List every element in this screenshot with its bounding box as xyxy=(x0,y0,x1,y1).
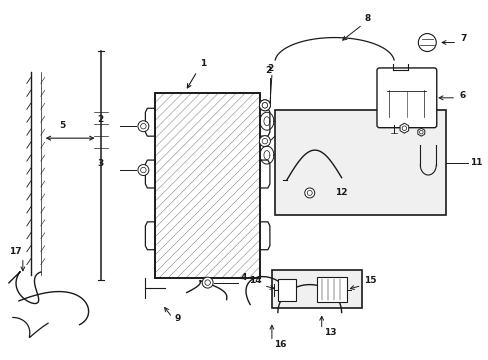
Text: 3: 3 xyxy=(97,159,103,168)
Text: 6: 6 xyxy=(458,91,465,100)
Circle shape xyxy=(259,136,270,147)
Circle shape xyxy=(141,123,146,129)
Circle shape xyxy=(259,100,270,111)
Bar xyxy=(155,93,260,278)
Text: 13: 13 xyxy=(323,328,336,337)
Text: 2: 2 xyxy=(266,64,272,73)
Circle shape xyxy=(401,126,406,130)
Text: 8: 8 xyxy=(364,14,370,23)
Bar xyxy=(155,93,260,278)
Circle shape xyxy=(262,138,267,144)
Circle shape xyxy=(141,167,146,173)
Text: 12: 12 xyxy=(334,188,346,197)
Circle shape xyxy=(262,103,267,108)
Circle shape xyxy=(306,190,312,195)
Bar xyxy=(277,279,295,301)
Circle shape xyxy=(304,188,314,198)
Text: 2: 2 xyxy=(97,115,103,124)
Circle shape xyxy=(419,130,422,134)
Bar xyxy=(274,110,446,215)
FancyBboxPatch shape xyxy=(376,68,436,128)
Circle shape xyxy=(138,121,148,132)
Circle shape xyxy=(259,100,270,111)
Circle shape xyxy=(262,103,267,108)
Circle shape xyxy=(417,33,435,51)
Text: 2: 2 xyxy=(264,66,270,75)
Text: 5: 5 xyxy=(60,121,66,130)
Bar xyxy=(271,270,361,307)
Circle shape xyxy=(204,280,210,285)
Bar xyxy=(316,276,346,302)
Text: 7: 7 xyxy=(459,33,466,42)
Text: 4: 4 xyxy=(240,273,246,282)
Text: 1: 1 xyxy=(200,59,206,68)
Polygon shape xyxy=(399,123,408,133)
Polygon shape xyxy=(417,128,424,136)
Circle shape xyxy=(202,277,213,288)
Text: 11: 11 xyxy=(469,158,482,167)
Text: 15: 15 xyxy=(363,276,375,285)
Text: 14: 14 xyxy=(249,276,262,285)
Text: 9: 9 xyxy=(174,314,180,323)
Text: 16: 16 xyxy=(273,340,286,349)
Text: 10: 10 xyxy=(289,111,302,120)
Circle shape xyxy=(138,165,148,176)
Text: 17: 17 xyxy=(9,247,21,256)
